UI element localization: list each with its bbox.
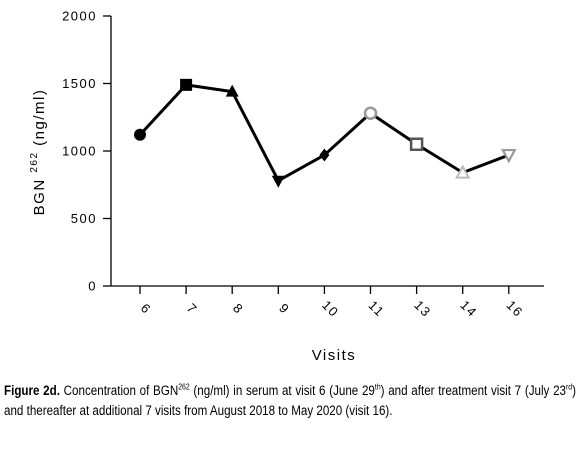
y-tick-label: 500: [71, 211, 97, 226]
series-line: [138, 83, 510, 183]
caption-sup-2: th: [374, 382, 381, 392]
marker-triangle-up: [225, 84, 239, 97]
marker-open-triangle-up: [455, 164, 471, 179]
x-axis: 6 7 8 9 10 11 13 14 16: [111, 285, 544, 320]
marker-circle: [134, 128, 146, 141]
marker-triangle-down: [271, 175, 285, 188]
x-tick-label: 16: [504, 297, 527, 320]
y-tick-label: 2000: [62, 9, 97, 24]
caption-text-2: (ng/ml) in serum at visit 6 (June 29: [193, 383, 375, 398]
x-tick-label: 9: [276, 300, 293, 317]
y-axis-title-text: BGN 262 (ng/ml): [29, 89, 48, 216]
marker-open-triangle-down: [500, 148, 517, 164]
y-title-prefix: BGN: [31, 173, 48, 216]
x-tick-label: 14: [457, 297, 480, 320]
x-tick-label: 8: [230, 300, 247, 317]
caption-text-1: Concentration of BGN: [63, 383, 179, 398]
marker-open-square: [409, 137, 424, 151]
x-tick-label: 7: [184, 300, 201, 317]
data-markers: [134, 78, 517, 188]
series-polyline: [138, 83, 510, 183]
y-title-unit: (ng/ml): [31, 89, 48, 152]
caption-label: Figure 2d.: [4, 383, 60, 398]
y-axis-title: BGN 262 (ng/ml): [29, 89, 48, 216]
caption-text-4: ) and thereafter at additional 7 visits …: [4, 383, 576, 418]
line-chart: 0 500 1000 1500 2000 6 7 8 9 10 11 13 14 16 BGN 262 …: [29, 9, 544, 364]
y-axis: 0 500 1000 1500 2000: [62, 9, 112, 294]
marker-square: [180, 78, 193, 91]
y-tick-label: 1500: [62, 76, 97, 91]
caption-sup-3: rd: [565, 382, 573, 392]
y-title-superscript: 262: [29, 151, 40, 172]
x-tick-label: 11: [366, 298, 388, 320]
caption-sup-1: 262: [178, 382, 190, 392]
x-axis-title: Visits: [312, 347, 357, 364]
figure-caption: Figure 2d. Concentration of BGN262 (ng/m…: [4, 381, 576, 421]
caption-text-3: ) and after treatment visit 7 (July 23: [380, 383, 566, 398]
x-tick-label: 13: [411, 297, 434, 320]
x-tick-label: 6: [138, 300, 155, 317]
marker-open-circle: [363, 106, 378, 120]
x-tick-label: 10: [319, 297, 342, 320]
marker-diamond: [319, 148, 330, 162]
y-tick-label: 1000: [62, 144, 97, 159]
y-tick-label: 0: [88, 279, 97, 294]
